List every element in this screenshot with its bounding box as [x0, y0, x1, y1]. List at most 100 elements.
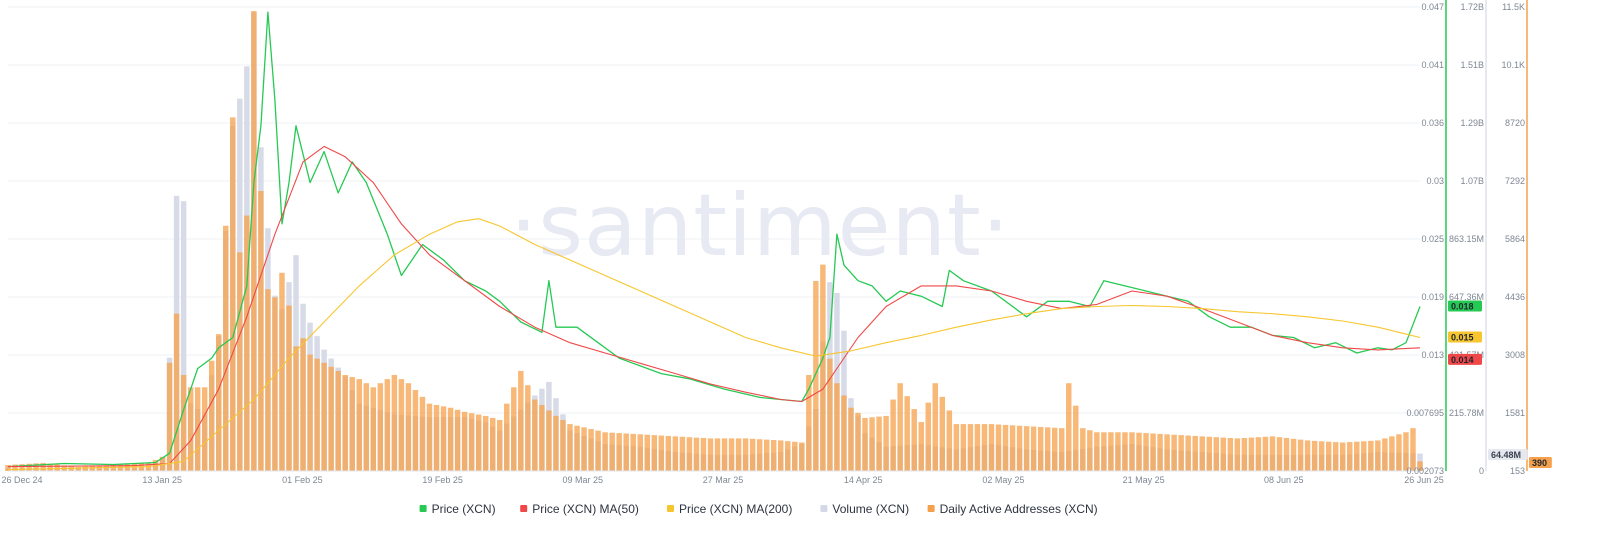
daily-active-addresses-xcn-bar — [813, 280, 819, 471]
x-tick-label: 02 May 25 — [982, 475, 1024, 485]
daily-active-addresses-xcn-bar — [630, 433, 636, 471]
daily-active-addresses-xcn-bar — [497, 420, 503, 471]
daily-active-addresses-xcn-bar — [637, 434, 643, 471]
daily-active-addresses-xcn-bar — [876, 416, 882, 471]
daily-active-addresses-xcn-bar — [461, 411, 468, 471]
daily-active-addresses-xcn-bar — [1290, 438, 1297, 471]
daily-active-addresses-xcn-bar — [1318, 441, 1325, 471]
current-value-badge: 0.018 — [1448, 300, 1482, 312]
daily-active-addresses-xcn-bar — [391, 375, 398, 471]
daily-active-addresses-xcn-bar — [679, 436, 686, 471]
legend-item: Daily Active Addresses (XCN) — [927, 502, 1098, 516]
daily-active-addresses-xcn-bar — [54, 464, 60, 471]
daily-active-addresses-xcn-bar — [841, 395, 847, 471]
addresses-tick-label: 153 — [1510, 466, 1525, 476]
x-tick-label: 13 Jan 25 — [142, 475, 182, 485]
daily-active-addresses-xcn-bar — [693, 437, 700, 471]
badge-label: 0.014 — [1451, 355, 1474, 365]
daily-active-addresses-xcn-bar — [223, 225, 229, 471]
daily-active-addresses-xcn-bar — [230, 117, 236, 472]
badge-background — [1488, 449, 1528, 460]
daily-active-addresses-xcn-bar — [1094, 432, 1100, 471]
daily-active-addresses-xcn-bar — [785, 441, 791, 471]
current-value-badges: 0.018 0.015 0.014 64.48M 390 — [1448, 300, 1552, 468]
daily-active-addresses-xcn-bar — [862, 417, 868, 471]
daily-active-addresses-xcn-bar — [1354, 441, 1360, 471]
volume-tick-label: 1.51B — [1460, 60, 1484, 70]
daily-active-addresses-xcn-bar — [363, 383, 369, 471]
badge-label: 64.48M — [1491, 450, 1521, 460]
daily-active-addresses-xcn-bar — [1255, 437, 1262, 471]
daily-active-addresses-xcn-bar — [967, 424, 974, 471]
badge-label: 390 — [1532, 458, 1547, 468]
daily-active-addresses-xcn-bar — [251, 11, 257, 472]
daily-active-addresses-xcn-bar — [377, 383, 384, 471]
current-value-badge: 0.015 — [1448, 331, 1482, 343]
daily-active-addresses-xcn-bar — [1143, 433, 1149, 471]
addresses-tick-label: 4436 — [1505, 292, 1525, 302]
daily-active-addresses-xcn-bar — [553, 415, 559, 471]
x-tick-label: 01 Feb 25 — [282, 475, 323, 485]
daily-active-addresses-xcn-bar — [890, 399, 896, 471]
daily-active-addresses-xcn-bar — [482, 415, 489, 471]
daily-active-addresses-xcn-bar — [433, 405, 440, 471]
price-tick-label: 0.007695 — [1406, 408, 1444, 418]
daily-active-addresses-xcn-bar — [300, 338, 306, 471]
legend-label: Price (XCN) MA(50) — [532, 502, 639, 516]
daily-active-addresses-xcn-bar — [384, 379, 391, 471]
daily-active-addresses-xcn-bar — [1030, 426, 1037, 471]
daily-active-addresses-xcn-bar — [546, 410, 552, 471]
x-tick-label: 09 Mar 25 — [563, 475, 604, 485]
daily-active-addresses-xcn-bar — [707, 438, 714, 471]
daily-active-addresses-xcn-bar — [1051, 427, 1058, 471]
daily-active-addresses-xcn-bar — [307, 354, 313, 471]
daily-active-addresses-xcn-bar — [265, 289, 271, 471]
addresses-tick-label: 10.1K — [1501, 60, 1525, 70]
daily-active-addresses-xcn-bar — [932, 383, 939, 471]
daily-active-addresses-xcn-bar — [1129, 432, 1135, 471]
daily-active-addresses-xcn-bar — [504, 403, 510, 471]
legend-item: Price (XCN) MA(50) — [520, 502, 639, 516]
legend-swatch — [667, 505, 674, 512]
daily-active-addresses-xcn-bar — [1206, 436, 1212, 471]
volume-tick-label: 1.29B — [1460, 118, 1484, 128]
price-lines — [7, 11, 1421, 471]
daily-active-addresses-xcn-bar — [588, 429, 594, 471]
daily-active-addresses-xcn-bar — [918, 422, 924, 471]
tick-labels: 0.047 0.041 0.036 0.03 0.025 0.019 0.013 0.0076… — [1, 2, 1525, 485]
daily-active-addresses-xcn-bar — [1347, 442, 1353, 471]
price-xcn-ma-200-line — [7, 218, 1421, 471]
daily-active-addresses-xcn-bar — [1269, 436, 1276, 471]
daily-active-addresses-xcn-bar — [714, 438, 721, 471]
daily-active-addresses-xcn-bar — [1199, 436, 1205, 471]
daily-active-addresses-xcn-bar — [75, 467, 81, 471]
daily-active-addresses-xcn-bar — [110, 464, 117, 471]
daily-active-addresses-xcn-bar — [201, 387, 208, 471]
daily-active-addresses-xcn-bar — [440, 406, 447, 471]
volume-xcn-bar — [834, 292, 840, 471]
daily-active-addresses-xcn-bar — [117, 464, 124, 471]
legend-swatch — [927, 505, 935, 512]
daily-active-addresses-xcn-bar — [328, 366, 334, 471]
daily-active-addresses-xcn-bar — [525, 385, 531, 471]
daily-active-addresses-xcn-bar — [5, 464, 11, 471]
daily-active-addresses-xcn-bar — [286, 305, 292, 471]
daily-active-addresses-xcn-bar — [1115, 432, 1121, 471]
daily-active-addresses-xcn-bar — [454, 409, 461, 471]
daily-active-addresses-xcn-bar — [960, 424, 967, 471]
current-value-badge: 64.48M — [1488, 449, 1528, 460]
legend-label: Price (XCN) — [432, 502, 496, 516]
daily-active-addresses-xcn-bar — [398, 379, 405, 471]
legend-item: Price (XCN) — [419, 502, 496, 516]
daily-active-addresses-xcn-bar — [848, 407, 854, 471]
daily-active-addresses-xcn-bar — [1368, 440, 1374, 471]
daily-active-addresses-xcn-bar — [1389, 436, 1395, 471]
legend-item: Volume (XCN) — [820, 502, 909, 516]
daily-active-addresses-xcn-bar — [953, 424, 960, 471]
daily-active-addresses-xcn-bar — [1325, 441, 1332, 471]
daily-active-addresses-xcn-bar — [370, 387, 377, 471]
addresses-tick-label: 3008 — [1505, 350, 1525, 360]
daily-active-addresses-xcn-bar — [560, 420, 566, 471]
daily-active-addresses-xcn-bar — [742, 438, 749, 471]
